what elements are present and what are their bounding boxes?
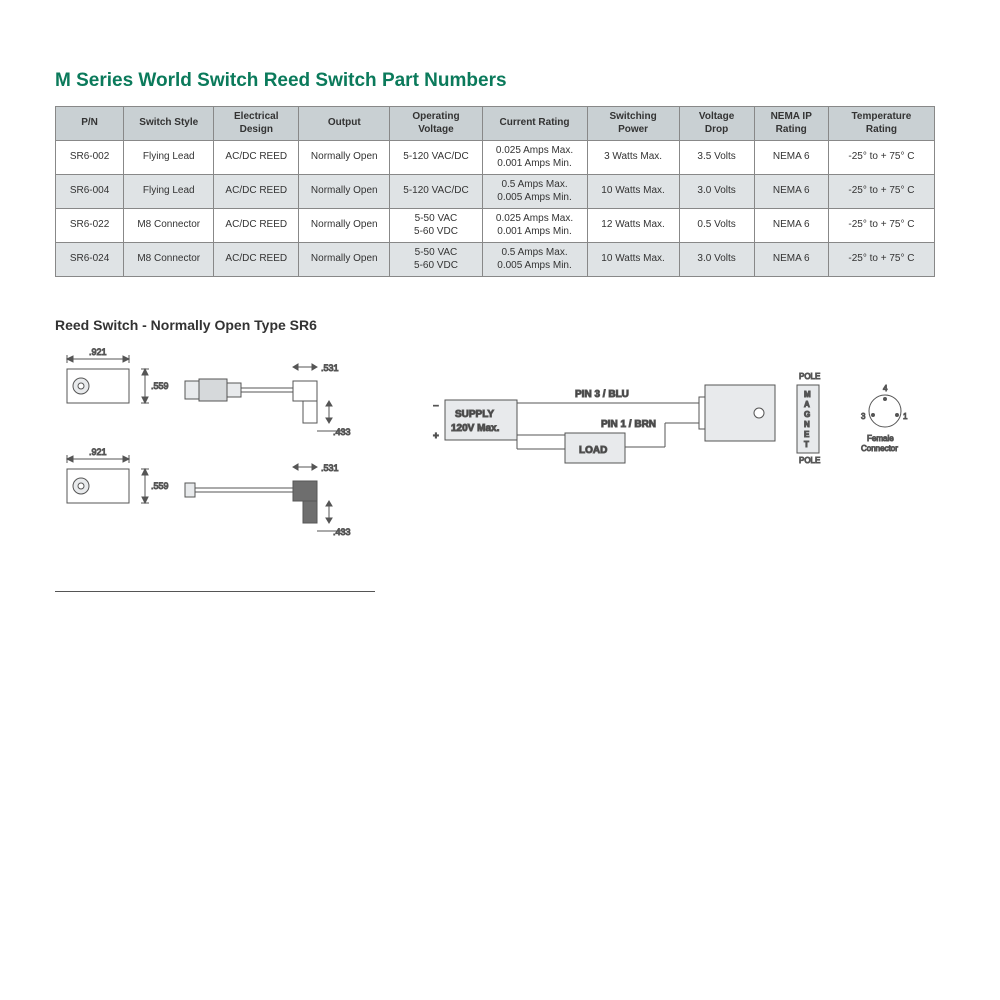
table-cell: M8 Connector	[124, 209, 214, 243]
spec-table: P/NSwitch StyleElectricalDesignOutputOpe…	[55, 106, 935, 277]
table-cell: 0.5 Amps Max.0.005 Amps Min.	[482, 175, 587, 209]
table-cell: -25° to + 75° C	[828, 209, 934, 243]
col-header: TemperatureRating	[828, 107, 934, 141]
svg-text:A: A	[804, 400, 810, 409]
svg-text:1: 1	[903, 412, 908, 421]
col-header: SwitchingPower	[587, 107, 679, 141]
table-cell: 0.025 Amps Max.0.001 Amps Min.	[482, 141, 587, 175]
table-cell: 10 Watts Max.	[587, 243, 679, 277]
table-cell: SR6-022	[56, 209, 124, 243]
svg-text:.531: .531	[321, 363, 339, 373]
table-row: SR6-002Flying LeadAC/DC REEDNormally Ope…	[56, 141, 935, 175]
svg-text:4: 4	[883, 384, 888, 393]
svg-text:.531: .531	[321, 463, 339, 473]
table-cell: NEMA 6	[754, 243, 828, 277]
svg-text:G: G	[804, 410, 810, 419]
svg-text:.921: .921	[89, 347, 107, 357]
table-cell: 0.5 Amps Max.0.005 Amps Min.	[482, 243, 587, 277]
table-cell: -25° to + 75° C	[828, 243, 934, 277]
svg-text:−: −	[433, 401, 439, 412]
col-header: VoltageDrop	[679, 107, 754, 141]
svg-text:+: +	[433, 431, 439, 442]
svg-text:N: N	[804, 420, 810, 429]
table-cell: AC/DC REED	[214, 175, 299, 209]
col-header: Output	[299, 107, 390, 141]
svg-text:LOAD: LOAD	[579, 445, 607, 456]
mechanical-drawing: .921 .559	[55, 345, 395, 565]
svg-text:E: E	[804, 430, 810, 439]
table-cell: 0.025 Amps Max.0.001 Amps Min.	[482, 209, 587, 243]
svg-text:.559: .559	[151, 481, 169, 491]
table-row: SR6-022M8 ConnectorAC/DC REEDNormally Op…	[56, 209, 935, 243]
table-cell: Flying Lead	[124, 141, 214, 175]
svg-text:Female: Female	[867, 434, 894, 443]
table-cell: 5-50 VAC5-60 VDC	[390, 243, 482, 277]
svg-text:PIN 1 / BRN: PIN 1 / BRN	[601, 419, 656, 430]
table-cell: Flying Lead	[124, 175, 214, 209]
svg-text:POLE: POLE	[799, 372, 820, 381]
page-title: M Series World Switch Reed Switch Part N…	[55, 70, 945, 92]
col-header: ElectricalDesign	[214, 107, 299, 141]
svg-text:SUPPLY: SUPPLY	[455, 409, 494, 420]
diagram-area: .921 .559	[55, 345, 935, 585]
svg-text:.433: .433	[333, 427, 351, 437]
svg-text:PIN 3 / BLU: PIN 3 / BLU	[575, 389, 629, 400]
table-cell: 5-50 VAC5-60 VDC	[390, 209, 482, 243]
table-cell: 3 Watts Max.	[587, 141, 679, 175]
table-cell: NEMA 6	[754, 209, 828, 243]
table-row: SR6-004Flying LeadAC/DC REEDNormally Ope…	[56, 175, 935, 209]
table-row: SR6-024M8 ConnectorAC/DC REEDNormally Op…	[56, 243, 935, 277]
table-cell: AC/DC REED	[214, 209, 299, 243]
col-header: NEMA IPRating	[754, 107, 828, 141]
svg-text:T: T	[804, 440, 809, 449]
diagram-subheader: Reed Switch - Normally Open Type SR6	[55, 317, 945, 333]
table-cell: SR6-024	[56, 243, 124, 277]
table-cell: AC/DC REED	[214, 243, 299, 277]
table-cell: 12 Watts Max.	[587, 209, 679, 243]
table-cell: M8 Connector	[124, 243, 214, 277]
svg-text:Connector: Connector	[861, 444, 898, 453]
col-header: Current Rating	[482, 107, 587, 141]
table-cell: -25° to + 75° C	[828, 141, 934, 175]
svg-text:3: 3	[861, 412, 866, 421]
table-cell: 5-120 VAC/DC	[390, 175, 482, 209]
table-cell: -25° to + 75° C	[828, 175, 934, 209]
col-header: Switch Style	[124, 107, 214, 141]
table-cell: Normally Open	[299, 243, 390, 277]
table-cell: NEMA 6	[754, 141, 828, 175]
col-header: P/N	[56, 107, 124, 141]
svg-text:.921: .921	[89, 447, 107, 457]
table-cell: 3.5 Volts	[679, 141, 754, 175]
table-cell: 3.0 Volts	[679, 243, 754, 277]
table-cell: SR6-004	[56, 175, 124, 209]
table-cell: SR6-002	[56, 141, 124, 175]
table-cell: AC/DC REED	[214, 141, 299, 175]
table-cell: Normally Open	[299, 175, 390, 209]
svg-text:M: M	[804, 390, 811, 399]
table-cell: 10 Watts Max.	[587, 175, 679, 209]
table-cell: 0.5 Volts	[679, 209, 754, 243]
col-header: OperatingVoltage	[390, 107, 482, 141]
table-cell: Normally Open	[299, 141, 390, 175]
svg-text:POLE: POLE	[799, 456, 820, 465]
svg-text:120V Max.: 120V Max.	[451, 423, 500, 434]
table-cell: 5-120 VAC/DC	[390, 141, 482, 175]
divider	[55, 591, 375, 592]
wiring-diagram: SUPPLY 120V Max. − + LOAD PIN 3 / BLU	[405, 355, 945, 525]
svg-text:.559: .559	[151, 381, 169, 391]
table-cell: 3.0 Volts	[679, 175, 754, 209]
table-cell: Normally Open	[299, 209, 390, 243]
table-cell: NEMA 6	[754, 175, 828, 209]
svg-text:.433: .433	[333, 527, 351, 537]
